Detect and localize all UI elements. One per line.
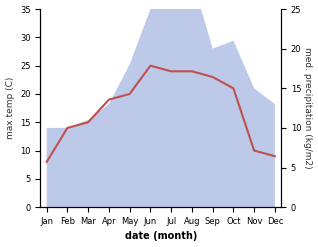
Y-axis label: med. precipitation (kg/m2): med. precipitation (kg/m2): [303, 47, 313, 169]
X-axis label: date (month): date (month): [125, 231, 197, 242]
Y-axis label: max temp (C): max temp (C): [5, 77, 15, 139]
